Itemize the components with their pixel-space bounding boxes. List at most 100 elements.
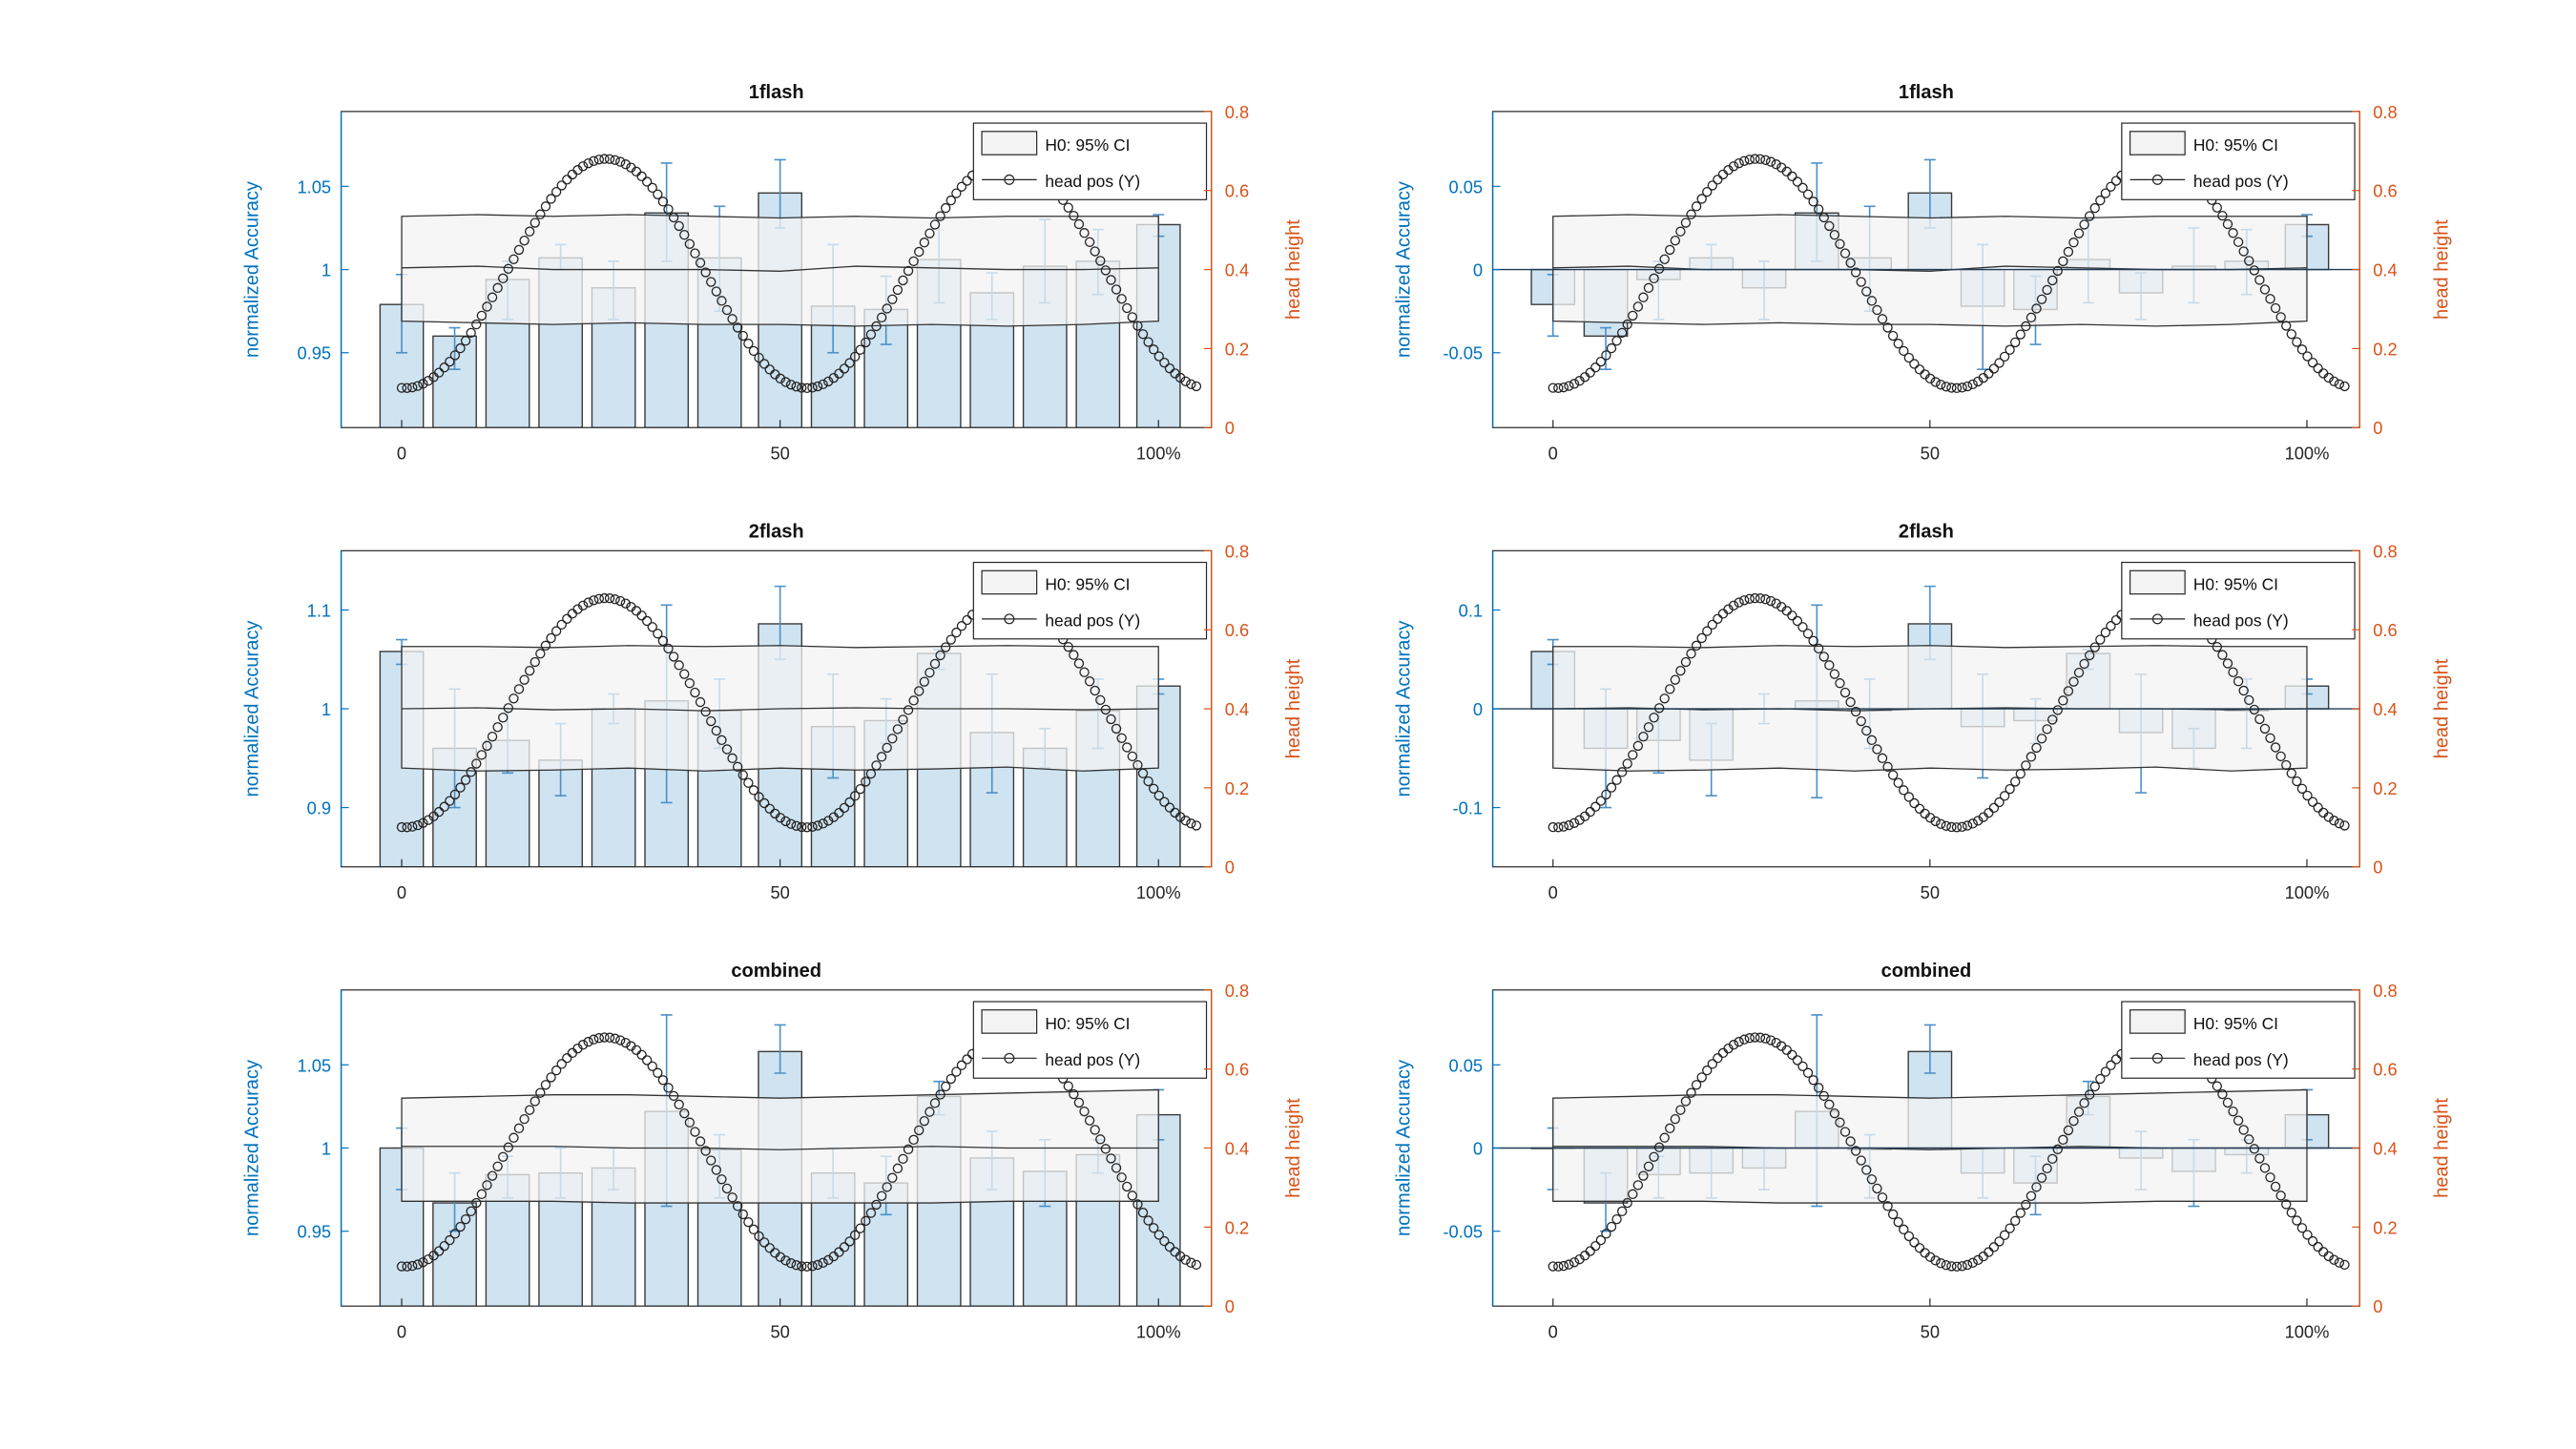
legend — [972, 122, 1208, 200]
y-tick-label: 0.1 — [1459, 600, 1483, 620]
head-pos-marker — [445, 1234, 455, 1246]
head-pos-marker — [509, 254, 519, 264]
head-pos-curve — [396, 1032, 1202, 1272]
head-pos-marker — [567, 609, 578, 619]
head-pos-marker — [466, 767, 476, 777]
head-pos-marker — [1558, 1260, 1569, 1272]
head-pos-marker — [567, 1047, 578, 1059]
head-pos-marker — [1787, 171, 1797, 182]
head-pos-marker — [1659, 693, 1670, 704]
head-pos-marker — [1691, 640, 1702, 652]
head-pos-marker — [945, 634, 956, 645]
head-pos-marker — [1638, 732, 1649, 742]
head-pos-marker — [1675, 665, 1686, 676]
head-pos-marker — [1122, 302, 1132, 314]
head-pos-marker — [1760, 1033, 1771, 1044]
head-pos-marker — [1962, 1259, 1973, 1271]
head-pos-marker — [1073, 658, 1085, 669]
head-pos-marker — [1132, 321, 1143, 331]
head-pos-marker — [1866, 1174, 1878, 1185]
head-pos-marker — [556, 180, 567, 191]
y-axis-label: normalized Accuracy — [1393, 1060, 1414, 1236]
head-pos-marker — [476, 1189, 488, 1200]
head-pos-marker — [610, 155, 620, 165]
x-tick-label: 0 — [1548, 443, 1558, 463]
head-pos-marker — [700, 267, 711, 278]
head-pos-marker — [690, 1127, 700, 1137]
head-pos-marker — [593, 593, 605, 604]
head-pos-marker — [2063, 686, 2074, 696]
head-pos-marker — [2058, 695, 2068, 706]
y-tick-label: 0 — [1473, 699, 1483, 719]
head-pos-marker — [433, 1246, 445, 1256]
head-pos-marker — [396, 821, 407, 833]
head-pos-marker — [700, 1146, 711, 1156]
legend-curve-marker — [2151, 174, 2163, 185]
head-pos-marker — [951, 627, 962, 638]
head-pos-marker — [1585, 367, 1595, 378]
head-pos-marker — [1999, 791, 2010, 801]
head-pos-marker — [2021, 321, 2031, 332]
head-pos-marker — [2228, 1106, 2238, 1117]
head-pos-marker — [1111, 284, 1122, 295]
head-pos-marker — [1553, 383, 1564, 393]
head-pos-marker — [2334, 379, 2345, 389]
head-pos-marker — [1548, 1261, 1558, 1272]
x-tick-label: 0 — [397, 882, 406, 902]
head-pos-marker — [2089, 202, 2100, 214]
head-pos-marker — [1750, 1032, 1760, 1043]
head-pos-marker — [849, 791, 861, 801]
head-pos-marker — [1601, 350, 1611, 361]
head-pos-marker — [861, 776, 871, 787]
head-pos-marker — [1818, 212, 1829, 223]
head-pos-marker — [1153, 790, 1164, 801]
head-pos-marker — [407, 821, 418, 832]
head-pos-marker — [1063, 1081, 1073, 1091]
head-pos-marker — [1877, 314, 1888, 324]
head-pos-marker — [524, 665, 535, 676]
head-pos-marker — [1973, 376, 1984, 387]
head-pos-marker — [599, 1032, 610, 1043]
head-pos-marker — [396, 383, 407, 393]
head-pos-marker — [812, 1259, 823, 1271]
head-pos-marker — [2021, 1199, 2031, 1211]
head-pos-marker — [636, 1049, 647, 1060]
head-pos-marker — [1675, 226, 1686, 237]
head-pos-marker — [2095, 1073, 2106, 1085]
head-pos-marker — [855, 783, 865, 795]
head-pos-marker — [2106, 1060, 2116, 1070]
head-pos-marker — [780, 377, 791, 387]
head-pos-marker — [1861, 725, 1872, 736]
head-pos-marker — [717, 735, 727, 746]
head-pos-marker — [1824, 1099, 1835, 1110]
head-pos-marker — [919, 238, 930, 248]
right-tick-label: 0.4 — [1225, 260, 1249, 280]
head-pos-marker — [1116, 1172, 1127, 1183]
head-pos-marker — [1930, 1255, 1941, 1266]
head-pos-marker — [2068, 1115, 2079, 1127]
head-pos-marker — [2244, 694, 2254, 706]
head-pos-marker — [941, 642, 951, 652]
head-pos-marker — [684, 1117, 696, 1128]
head-pos-marker — [743, 1216, 754, 1228]
head-pos-marker — [1553, 1261, 1564, 1272]
head-pos-marker — [2259, 723, 2271, 735]
head-pos-marker — [1829, 230, 1840, 240]
head-pos-marker — [1691, 1080, 1702, 1090]
head-pos-marker — [1164, 802, 1175, 813]
head-pos-marker — [1887, 1209, 1899, 1220]
head-pos-marker — [2095, 634, 2106, 645]
right-tick-label: 0.6 — [2373, 1060, 2397, 1080]
head-pos-marker — [898, 1153, 908, 1165]
head-pos-marker — [1818, 1090, 1829, 1102]
head-pos-marker — [706, 1155, 717, 1166]
head-pos-marker — [908, 256, 919, 267]
subplot-title: 1flash — [1899, 82, 1954, 103]
head-pos-marker — [2334, 818, 2345, 829]
head-pos-marker — [1899, 1224, 1909, 1235]
head-pos-marker — [2042, 724, 2052, 735]
head-pos-marker — [684, 238, 696, 249]
head-pos-marker — [567, 169, 578, 180]
head-pos-marker — [1882, 1201, 1893, 1211]
head-pos-marker — [1100, 1144, 1111, 1154]
